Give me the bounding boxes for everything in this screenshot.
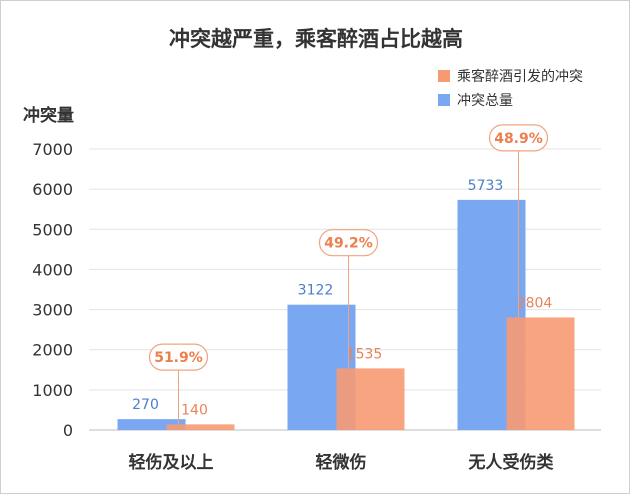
- legend-label-0: 乘客醉酒引发的冲突: [457, 68, 583, 85]
- y-tick-3000: 3000: [32, 301, 73, 320]
- pct-bubble-2: [488, 124, 549, 152]
- y-tick-1000: 1000: [32, 381, 73, 400]
- category-label-0: 轻伤及以上: [129, 452, 214, 473]
- label-drunk-1: 1535: [347, 346, 383, 362]
- label-drunk-2: 2804: [517, 295, 553, 311]
- bar-total-0: [117, 419, 186, 430]
- bar-drunk-2: [506, 317, 575, 430]
- y-tick-6000: 6000: [32, 180, 73, 199]
- label-drunk-0: 140: [181, 402, 208, 418]
- pct-label-0: 51.9%: [154, 350, 203, 366]
- label-total-1: 3122: [298, 283, 334, 299]
- bar-drunk-1: [336, 368, 405, 430]
- bar-drunk-0: [166, 424, 235, 430]
- pct-bubble-0: [148, 343, 209, 371]
- y-tick-2000: 2000: [32, 341, 73, 360]
- label-total-2: 5733: [468, 178, 504, 194]
- y-tick-7000: 7000: [32, 140, 73, 159]
- y-tick-0: 0: [63, 421, 73, 440]
- y-tick-labels: 0 1000 2000 3000 4000 5000 6000 7000: [32, 140, 73, 440]
- y-tick-4000: 4000: [32, 260, 73, 279]
- y-tick-5000: 5000: [32, 220, 73, 239]
- legend-swatch-0: [438, 70, 450, 82]
- legend-swatch-1: [438, 94, 450, 106]
- chart-title: 冲突越严重，乘客醉酒占比越高: [169, 27, 463, 51]
- pct-label-1: 49.2%: [324, 236, 373, 252]
- category-label-1: 轻微伤: [316, 452, 367, 473]
- y-axis-label: 冲突量: [23, 105, 74, 126]
- category-label-2: 无人受伤类: [468, 452, 555, 473]
- data-labels: 270 140 51.9% 3122 1535 49.2% 5733 2804 48.9%: [132, 124, 553, 425]
- legend-label-1: 冲突总量: [457, 93, 513, 109]
- category-labels: 轻伤及以上 轻微伤 无人受伤类: [129, 452, 555, 473]
- label-total-0: 270: [132, 397, 159, 413]
- pct-label-2: 48.9%: [494, 131, 543, 147]
- bars: [117, 199, 575, 430]
- pct-bubble-1: [318, 229, 379, 257]
